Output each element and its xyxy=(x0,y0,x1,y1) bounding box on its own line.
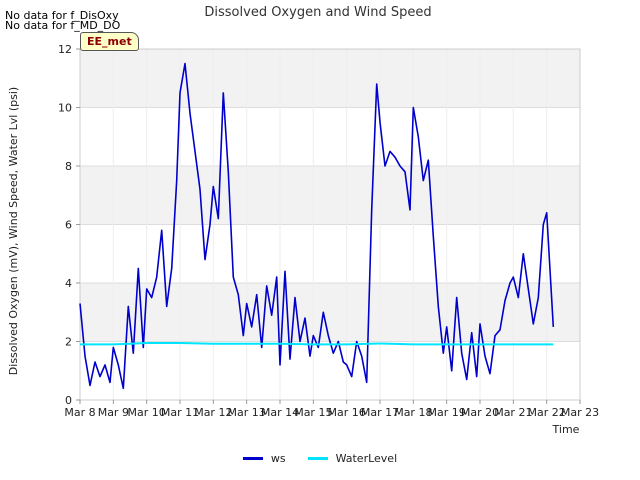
x-tick-label: Mar 13 xyxy=(228,406,266,419)
y-tick-label: 2 xyxy=(65,336,72,349)
x-tick-label: Mar 20 xyxy=(461,406,499,419)
x-tick-label: Mar 9 xyxy=(98,406,129,419)
y-tick-label: 4 xyxy=(65,277,72,290)
y-tick-label: 8 xyxy=(65,160,72,173)
y-tick-label: 12 xyxy=(58,43,72,56)
plot-background-bands xyxy=(80,49,580,400)
y-tick-label: 6 xyxy=(65,219,72,232)
x-tick-label: Mar 14 xyxy=(261,406,299,419)
x-tick-label: Mar 16 xyxy=(328,406,366,419)
legend: ws WaterLevel xyxy=(0,452,640,465)
x-tick-label: Mar 11 xyxy=(161,406,199,419)
y-axis-ticks: 0 2 4 6 8 10 12 xyxy=(58,43,80,407)
background-band xyxy=(80,224,580,283)
x-tick-label: Mar 12 xyxy=(194,406,232,419)
series-line-waterlevel xyxy=(80,342,554,346)
legend-label-waterlevel: WaterLevel xyxy=(335,452,398,465)
background-band xyxy=(80,341,580,400)
no-data-note-md-do: No data for f_MD_DO xyxy=(5,19,121,32)
legend-swatch-ws xyxy=(242,457,263,460)
x-tick-label: Mar 8 xyxy=(64,406,95,419)
series-layer xyxy=(79,62,555,390)
x-tick-label: Mar 23 xyxy=(561,406,599,419)
x-tick-label: Mar 10 xyxy=(128,406,166,419)
chart-title: Dissolved Oxygen and Wind Speed xyxy=(204,5,431,20)
series-line-ws xyxy=(79,62,555,390)
x-tick-label: Mar 18 xyxy=(394,406,432,419)
x-tick-label: Mar 17 xyxy=(361,406,399,419)
legend-item-waterlevel[interactable]: WaterLevel xyxy=(307,452,398,465)
no-data-note-disoxy: No data for f_DisOxy xyxy=(5,9,119,22)
legend-label-ws: ws xyxy=(270,452,286,465)
y-tick-label: 0 xyxy=(65,394,72,407)
x-axis-label: Time xyxy=(552,423,580,436)
x-tick-label: Mar 22 xyxy=(528,406,566,419)
x-tick-label: Mar 21 xyxy=(494,406,532,419)
x-tick-label: Mar 19 xyxy=(428,406,466,419)
background-band xyxy=(80,283,580,342)
legend-swatch-waterlevel xyxy=(307,457,328,460)
legend-item-ws[interactable]: ws xyxy=(242,452,286,465)
background-band xyxy=(80,107,580,166)
background-band xyxy=(80,49,580,108)
background-band xyxy=(80,166,580,225)
y-tick-label: 10 xyxy=(58,102,72,115)
y-axis-label: Dissolved Oxygen (mV), Wind Speed, Water… xyxy=(7,87,20,375)
x-tick-label: Mar 15 xyxy=(294,406,332,419)
station-badge: EE_met xyxy=(80,32,139,51)
